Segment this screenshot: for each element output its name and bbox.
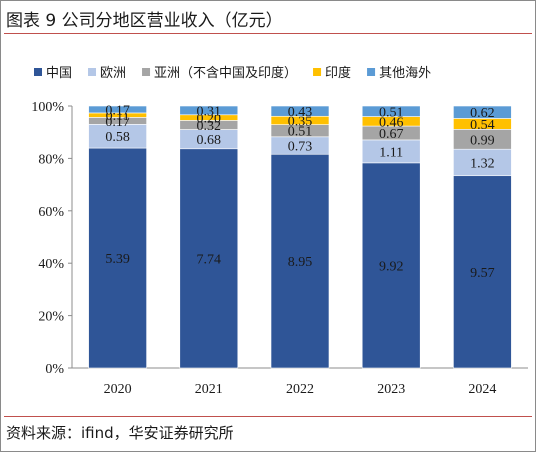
y-tick-label-0: 0% bbox=[45, 362, 64, 377]
data-label-2020-2: 0.17 bbox=[105, 115, 130, 130]
data-label-2021-4: 0.31 bbox=[197, 104, 222, 119]
legend-label-0: 中国 bbox=[46, 66, 72, 81]
bar-segment-2024-0 bbox=[453, 175, 512, 369]
data-label-2023-4: 0.51 bbox=[379, 105, 404, 120]
legend-swatch-4 bbox=[367, 68, 376, 76]
data-label-2024-3: 0.54 bbox=[470, 118, 495, 133]
y-tick-label-3: 60% bbox=[38, 205, 64, 220]
data-label-2024-1: 1.32 bbox=[470, 156, 495, 171]
x-tick-label-3: 2023 bbox=[377, 382, 405, 397]
data-label-2020-0: 5.39 bbox=[105, 252, 130, 267]
bar-segment-2020-0 bbox=[88, 147, 147, 369]
y-tick-label-1: 20% bbox=[38, 310, 64, 325]
title-rule bbox=[4, 33, 532, 34]
data-label-2024-0: 9.57 bbox=[470, 266, 495, 281]
legend-swatch-0 bbox=[34, 68, 42, 76]
bar-segment-2021-4 bbox=[179, 105, 239, 116]
data-label-2024-4: 0.62 bbox=[470, 106, 495, 121]
data-label-2022-4: 0.43 bbox=[288, 105, 313, 120]
x-tick-label-0: 2020 bbox=[104, 382, 132, 397]
x-tick-label-2: 2022 bbox=[286, 382, 314, 397]
bar-segment-2020-4 bbox=[88, 105, 147, 114]
legend-swatch-3 bbox=[313, 68, 322, 76]
bar-segment-2021-0 bbox=[179, 148, 239, 369]
data-label-2023-1: 1.11 bbox=[379, 145, 403, 160]
y-tick-label-5: 100% bbox=[31, 100, 64, 115]
data-label-2020-1: 0.58 bbox=[105, 130, 130, 145]
bar-segment-2024-1 bbox=[453, 148, 512, 177]
data-label-2023-3: 0.46 bbox=[379, 115, 404, 130]
legend-label-2: 亚洲（不含中国及印度） bbox=[154, 65, 297, 81]
bar-segment-2022-4 bbox=[270, 105, 330, 117]
bar-segment-2023-0 bbox=[361, 162, 421, 369]
legend-label-4: 其他海外 bbox=[379, 66, 431, 81]
data-label-2022-0: 8.95 bbox=[288, 255, 313, 270]
data-label-2023-2: 0.67 bbox=[379, 127, 404, 142]
source-note: 资料来源：ifind，华安证券研究所 bbox=[6, 424, 234, 442]
legend-label-3: 印度 bbox=[325, 65, 351, 81]
legend-label-1: 欧洲 bbox=[100, 66, 126, 81]
bar-segment-2024-4 bbox=[453, 105, 512, 119]
x-tick-label-4: 2024 bbox=[468, 382, 496, 397]
data-label-2022-2: 0.51 bbox=[288, 125, 313, 140]
data-label-2021-1: 0.68 bbox=[197, 133, 222, 148]
data-label-2021-3: 0.20 bbox=[197, 112, 222, 127]
data-label-2020-4: 0.17 bbox=[105, 103, 130, 118]
data-label-2022-1: 0.73 bbox=[288, 140, 313, 155]
bar-segment-2023-4 bbox=[361, 105, 421, 117]
x-tick-label-1: 2021 bbox=[195, 382, 223, 397]
legend-swatch-2 bbox=[142, 68, 151, 76]
data-label-2021-2: 0.32 bbox=[197, 119, 222, 134]
source-rule bbox=[4, 416, 532, 417]
y-tick-label-2: 40% bbox=[38, 257, 64, 272]
y-tick-label-4: 80% bbox=[38, 152, 64, 167]
data-label-2023-0: 9.92 bbox=[379, 259, 404, 274]
bar-segment-2022-0 bbox=[270, 153, 330, 369]
figure-title: 图表 9 公司分地区营业收入（亿元） bbox=[6, 11, 283, 31]
data-label-2021-0: 7.74 bbox=[197, 252, 222, 267]
data-label-2022-3: 0.35 bbox=[288, 114, 313, 129]
legend-swatch-1 bbox=[88, 68, 97, 76]
data-label-2024-2: 0.99 bbox=[470, 133, 495, 148]
